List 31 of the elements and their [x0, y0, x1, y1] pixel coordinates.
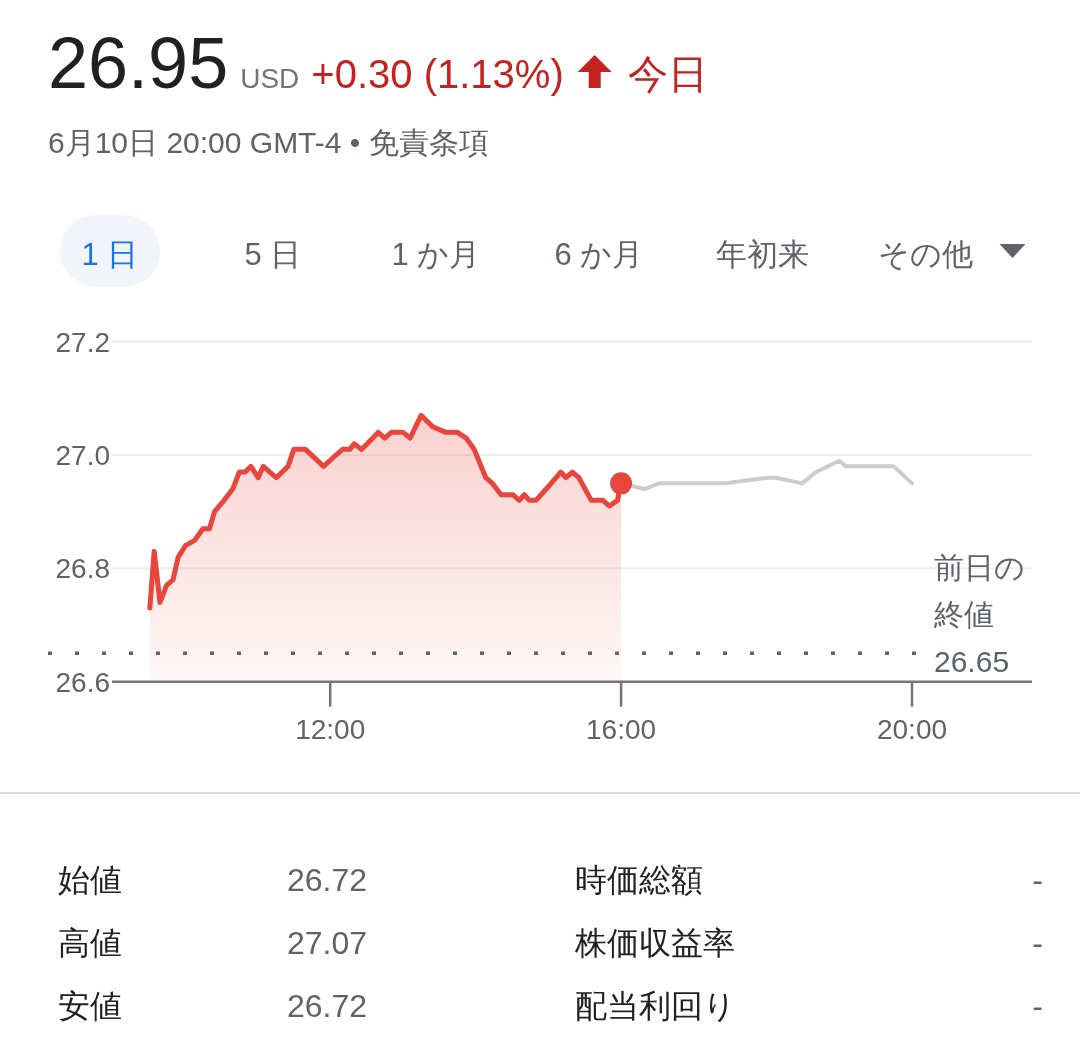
text: - [1032, 925, 1043, 961]
text: 26.72 [287, 988, 368, 1024]
text: 安値 [58, 988, 122, 1024]
text: 6 か月 [554, 237, 644, 272]
ref-line-label: 前日の終値 26.65 [933, 551, 1025, 679]
y-tick-label: 26.6 [55, 666, 110, 698]
y-tick-label: 26.8 [55, 553, 110, 585]
text: 高値 [58, 925, 122, 961]
x-tick-label: 20:00 [876, 714, 948, 745]
text: 1 か月 [391, 237, 481, 272]
text: その他 [877, 237, 973, 272]
text: 今日 [627, 52, 708, 96]
text: - [1032, 988, 1043, 1024]
text: 26.72 [287, 862, 368, 898]
y-tick-label: 27.0 [55, 440, 110, 472]
text: 1 日 [81, 237, 139, 272]
text: 配当利回り [575, 988, 736, 1024]
text: 27.07 [287, 925, 368, 961]
text: +0.30 (1.13%) [311, 52, 564, 96]
text: - [1032, 862, 1043, 898]
x-tick-label: 12:00 [295, 714, 366, 745]
chart-title: 26.95 [48, 23, 229, 103]
x-tick-label: 16:00 [586, 714, 657, 745]
text: 始値 [58, 862, 122, 898]
text: 年初来 [715, 237, 809, 272]
chart-subtitle: 6月10日 20:00 GMT-4 • 免責条項 [48, 126, 489, 159]
text: USD [240, 63, 300, 94]
text: 時価総額 [575, 862, 703, 898]
text: 株価収益率 [574, 925, 735, 961]
text: 5 日 [244, 237, 302, 272]
y-tick-label: 27.2 [55, 326, 110, 358]
